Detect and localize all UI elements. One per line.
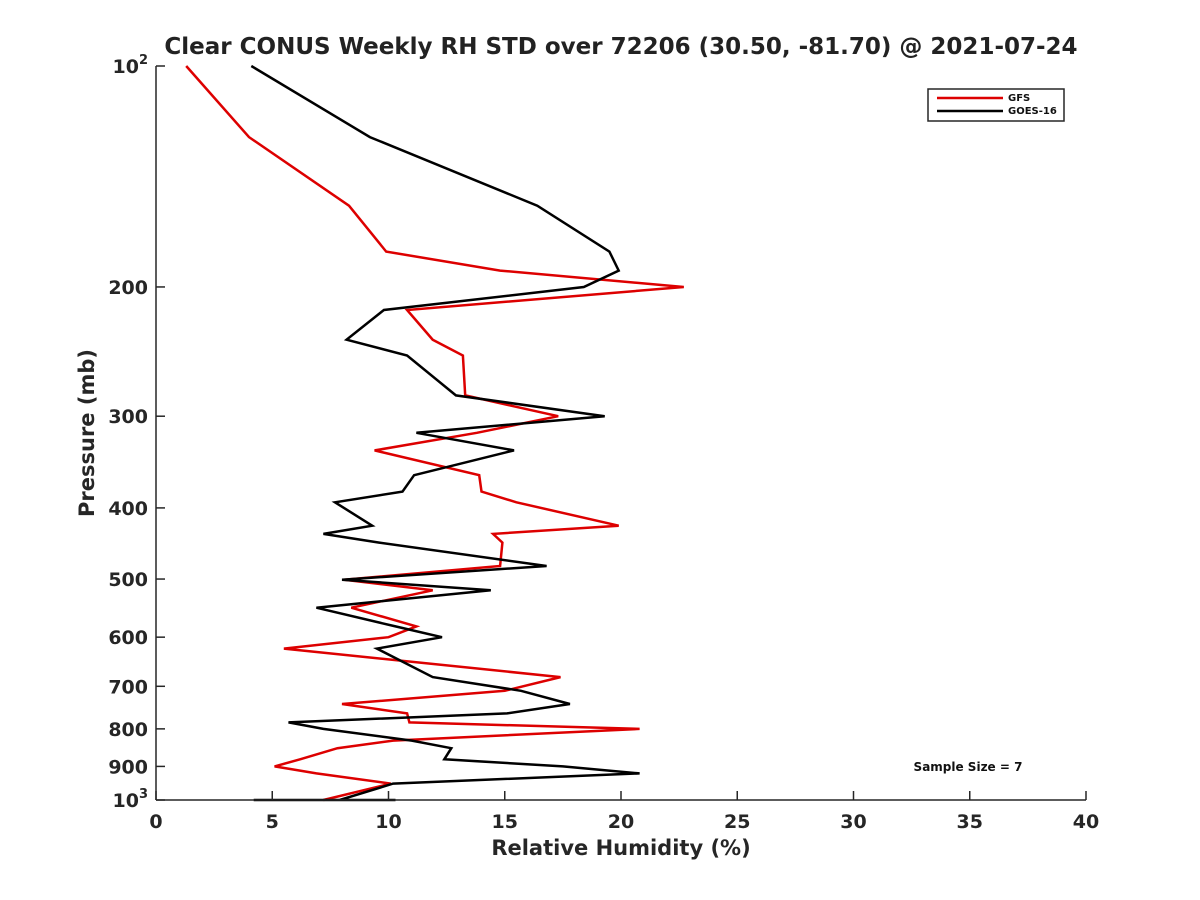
x-tick-label: 25 — [724, 811, 750, 833]
x-tick-label: 0 — [149, 811, 162, 833]
y-tick-label: 500 — [108, 569, 148, 591]
legend-label-gfs: GFS — [1008, 93, 1030, 104]
y-tick-label: 103 — [113, 787, 149, 812]
x-tick-label: 40 — [1073, 811, 1099, 833]
y-tick-label: 700 — [108, 676, 148, 698]
x-tick-label: 35 — [957, 811, 983, 833]
x-tick-label: 10 — [375, 811, 401, 833]
x-axis-label: Relative Humidity (%) — [491, 836, 750, 860]
x-tick-label: 15 — [492, 811, 518, 833]
series-line-gfs — [185, 65, 684, 802]
x-tick-label: 5 — [266, 811, 279, 833]
y-tick-label: 400 — [108, 498, 148, 520]
legend-label-goes16: GOES-16 — [1008, 106, 1057, 117]
series-line-goes16 — [250, 64, 640, 802]
y-tick-label: 300 — [108, 406, 148, 428]
y-tick-label: 600 — [108, 627, 148, 649]
legend-box — [927, 88, 1065, 122]
y-tick-label: 800 — [108, 719, 148, 741]
legend: GFS GOES-16 — [927, 88, 1065, 122]
chart-title: Clear CONUS Weekly RH STD over 72206 (30… — [164, 34, 1077, 60]
x-tick-label: 20 — [608, 811, 634, 833]
y-tick-label: 102 — [113, 53, 149, 78]
y-tick-label: 200 — [108, 277, 148, 299]
x-tick-label: 30 — [840, 811, 866, 833]
y-axis-label: Pressure (mb) — [75, 349, 99, 517]
y-tick-label: 900 — [108, 756, 148, 778]
sample-size-annotation: Sample Size = 7 — [914, 760, 1023, 774]
